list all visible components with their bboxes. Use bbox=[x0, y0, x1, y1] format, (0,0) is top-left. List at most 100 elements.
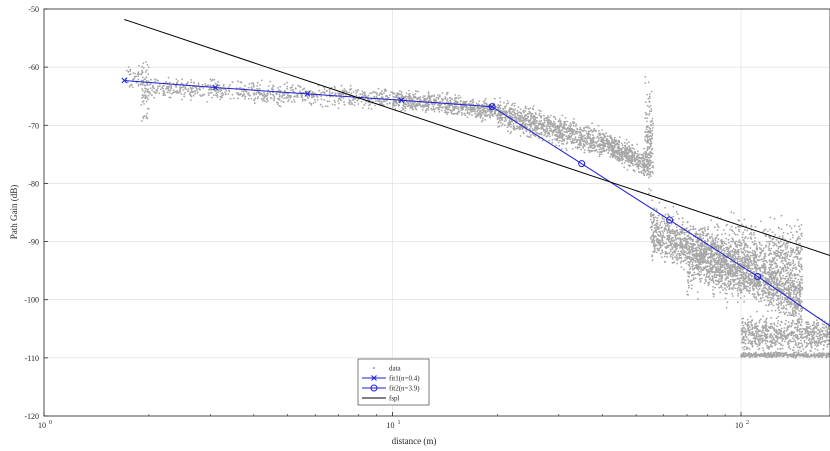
data-point bbox=[149, 87, 152, 90]
data-point bbox=[178, 91, 181, 94]
data-point bbox=[403, 103, 405, 105]
data-point bbox=[509, 110, 511, 113]
data-point bbox=[774, 309, 777, 312]
data-point bbox=[127, 66, 130, 68]
data-point bbox=[409, 92, 411, 95]
data-point bbox=[537, 127, 540, 129]
data-point bbox=[304, 99, 307, 102]
data-point bbox=[482, 106, 484, 109]
data-point bbox=[582, 145, 585, 148]
data-point bbox=[648, 95, 651, 98]
data-point bbox=[656, 226, 659, 229]
data-point bbox=[141, 96, 143, 99]
data-point bbox=[602, 150, 604, 153]
data-point bbox=[759, 285, 762, 288]
data-point bbox=[666, 232, 669, 234]
data-point bbox=[571, 140, 574, 143]
data-point bbox=[143, 115, 146, 118]
data-point bbox=[597, 135, 599, 138]
data-point bbox=[727, 282, 729, 285]
data-point bbox=[646, 93, 648, 96]
data-point bbox=[705, 260, 707, 262]
data-point bbox=[380, 102, 383, 105]
data-point bbox=[592, 144, 595, 147]
data-point bbox=[576, 128, 579, 131]
data-point bbox=[756, 310, 758, 313]
data-point bbox=[699, 280, 702, 283]
data-point bbox=[142, 100, 145, 103]
data-point bbox=[699, 233, 702, 236]
data-point bbox=[578, 134, 581, 137]
data-point bbox=[670, 253, 672, 256]
data-point bbox=[422, 96, 424, 99]
data-point bbox=[644, 163, 647, 166]
data-point bbox=[528, 127, 531, 130]
data-point bbox=[794, 298, 796, 301]
data-point bbox=[519, 111, 522, 114]
grid-lines bbox=[43, 8, 830, 417]
data-point bbox=[277, 87, 279, 89]
data-point bbox=[320, 92, 322, 95]
data-point bbox=[583, 134, 586, 137]
data-point bbox=[513, 104, 516, 107]
data-point bbox=[564, 117, 567, 119]
data-point bbox=[655, 208, 658, 211]
data-point bbox=[137, 84, 140, 87]
data-point bbox=[763, 284, 765, 287]
data-point bbox=[781, 307, 784, 310]
data-point bbox=[729, 250, 732, 253]
data-point bbox=[147, 80, 150, 83]
data-point bbox=[175, 81, 178, 84]
data-point bbox=[236, 92, 238, 94]
data-point bbox=[799, 292, 802, 295]
data-point bbox=[278, 93, 281, 96]
data-point bbox=[644, 131, 646, 134]
data-point bbox=[621, 158, 624, 160]
data-point bbox=[482, 100, 485, 103]
data-point bbox=[799, 315, 802, 317]
data-point bbox=[512, 122, 515, 125]
data-point bbox=[225, 93, 227, 95]
data-point bbox=[771, 296, 774, 299]
data-point bbox=[708, 265, 711, 268]
data-point bbox=[446, 108, 449, 110]
data-point bbox=[649, 93, 651, 95]
data-point bbox=[550, 130, 553, 133]
data-point bbox=[253, 92, 256, 94]
data-point bbox=[651, 255, 654, 258]
data-point bbox=[540, 131, 543, 134]
data-point bbox=[739, 260, 741, 263]
data-point bbox=[452, 105, 454, 108]
data-point bbox=[564, 122, 566, 124]
data-point bbox=[626, 169, 629, 171]
data-point bbox=[311, 96, 314, 99]
data-point bbox=[742, 288, 745, 291]
data-point bbox=[639, 165, 642, 168]
data-point bbox=[447, 111, 450, 114]
data-point bbox=[591, 122, 593, 125]
data-point bbox=[764, 292, 767, 295]
data-point bbox=[371, 92, 373, 95]
data-point bbox=[352, 98, 355, 100]
data-point bbox=[597, 143, 600, 146]
data-point bbox=[563, 131, 566, 133]
data-point bbox=[554, 122, 556, 125]
data-point bbox=[359, 93, 362, 96]
data-point bbox=[476, 111, 478, 113]
data-point bbox=[731, 249, 734, 252]
data-point bbox=[337, 100, 340, 102]
data-point bbox=[460, 109, 463, 111]
data-point bbox=[419, 104, 422, 107]
data-point bbox=[141, 71, 144, 74]
data-point bbox=[446, 113, 448, 116]
data-point bbox=[470, 103, 473, 105]
data-point bbox=[788, 281, 790, 284]
data-point bbox=[775, 299, 778, 302]
data-point bbox=[654, 229, 657, 231]
data-point bbox=[510, 125, 512, 128]
data-point bbox=[686, 249, 689, 251]
data-point bbox=[127, 70, 130, 73]
data-point bbox=[661, 220, 663, 223]
data-point bbox=[167, 87, 170, 90]
data-point bbox=[558, 144, 561, 147]
